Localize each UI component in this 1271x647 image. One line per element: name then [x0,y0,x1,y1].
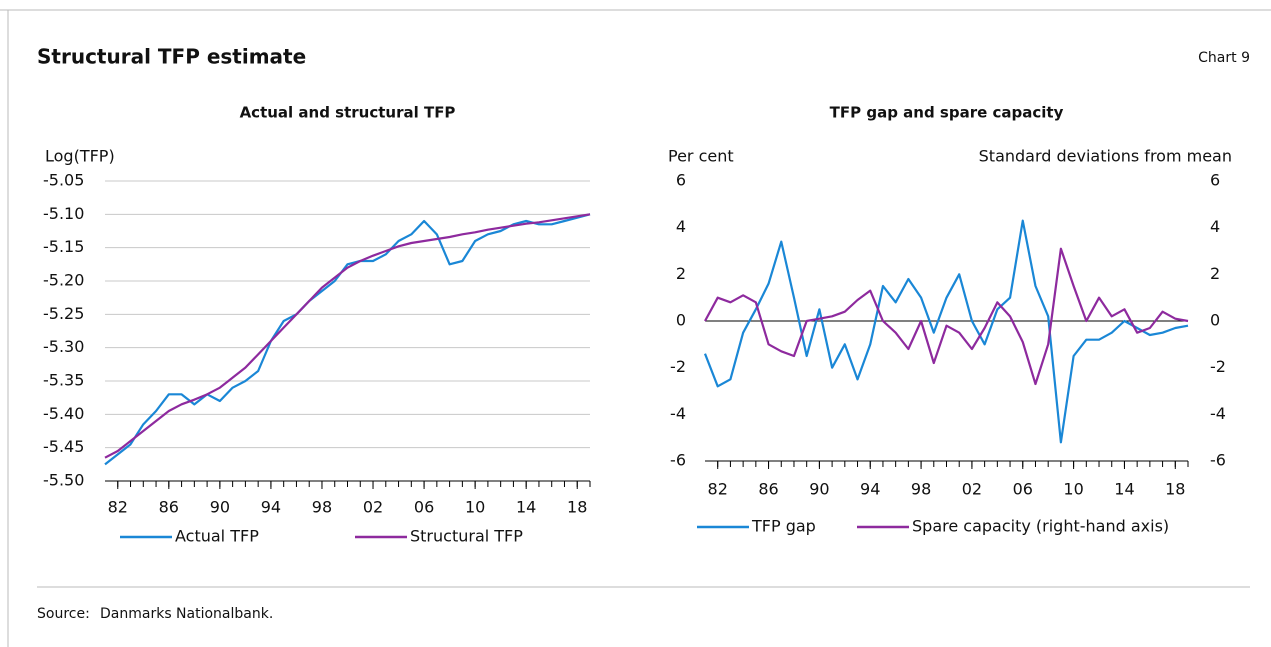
x-tick-label: 18 [567,498,587,517]
x-tick-label: 94 [860,480,880,499]
chart-title: Actual and structural TFP [240,104,456,122]
y-axis-label: Per cent [668,147,734,166]
y-tick-label: -5.35 [43,371,84,390]
y2-axis-label: Standard deviations from mean [979,147,1232,166]
x-tick-label: 06 [1013,480,1033,499]
y-tick-label: -5.15 [43,237,84,256]
series-line [104,213,591,459]
y-tick-label: -5.30 [43,337,84,356]
x-tick-label: 86 [159,498,179,517]
source-label: Source: [37,606,90,622]
x-tick-label: 98 [911,480,931,499]
y-tick-label: -2 [670,357,686,376]
series-line [104,213,591,466]
x-tick-label: 10 [465,498,485,517]
x-tick-label: 90 [210,498,230,517]
x-tick-label: 86 [758,480,778,499]
y-tick-label: -5.05 [43,171,84,190]
x-tick-label: 06 [414,498,434,517]
y-tick-label: -5.50 [43,471,84,490]
source: Danmarks Nationalbank. [100,606,273,622]
legend-label: TFP gap [751,517,816,536]
y2-tick-label: -6 [1210,451,1226,470]
y2-tick-label: -2 [1210,357,1226,376]
legend-label: Structural TFP [410,527,523,546]
x-tick-label: 82 [108,498,128,517]
y2-tick-label: 0 [1210,311,1220,330]
y-tick-label: -4 [670,404,686,423]
legend-label: Spare capacity (right-hand axis) [912,517,1169,536]
x-tick-label: 98 [312,498,332,517]
y-tick-label: -6 [670,451,686,470]
x-tick-label: 14 [1114,480,1134,499]
chart-label: Chart 9 [1198,50,1250,66]
y-tick-label: -5.25 [43,304,84,323]
y-tick-label: -5.45 [43,437,84,456]
series-line [704,247,1189,386]
series-line [703,219,1189,444]
x-tick-label: 94 [261,498,281,517]
y2-tick-label: -4 [1210,404,1226,423]
x-tick-label: 02 [962,480,982,499]
y-tick-label: -5.40 [43,404,84,423]
x-tick-label: 18 [1165,480,1185,499]
chart-title: TFP gap and spare capacity [830,104,1064,122]
x-tick-label: 10 [1063,480,1083,499]
y-tick-label: 6 [676,171,686,190]
y-axis-label: Log(TFP) [45,147,115,166]
x-tick-label: 90 [809,480,829,499]
y-tick-label: -5.10 [43,204,84,223]
x-tick-label: 14 [516,498,536,517]
x-tick-label: 82 [708,480,728,499]
legend-label: Actual TFP [175,527,259,546]
y2-tick-label: 4 [1210,217,1220,236]
y-tick-label: 4 [676,217,686,236]
y-tick-label: 0 [676,311,686,330]
x-tick-label: 02 [363,498,383,517]
y2-tick-label: 2 [1210,264,1220,283]
y2-tick-label: 6 [1210,171,1220,190]
y-tick-label: 2 [676,264,686,283]
page-title: Structural TFP estimate [37,45,306,69]
y-tick-label: -5.20 [43,271,84,290]
